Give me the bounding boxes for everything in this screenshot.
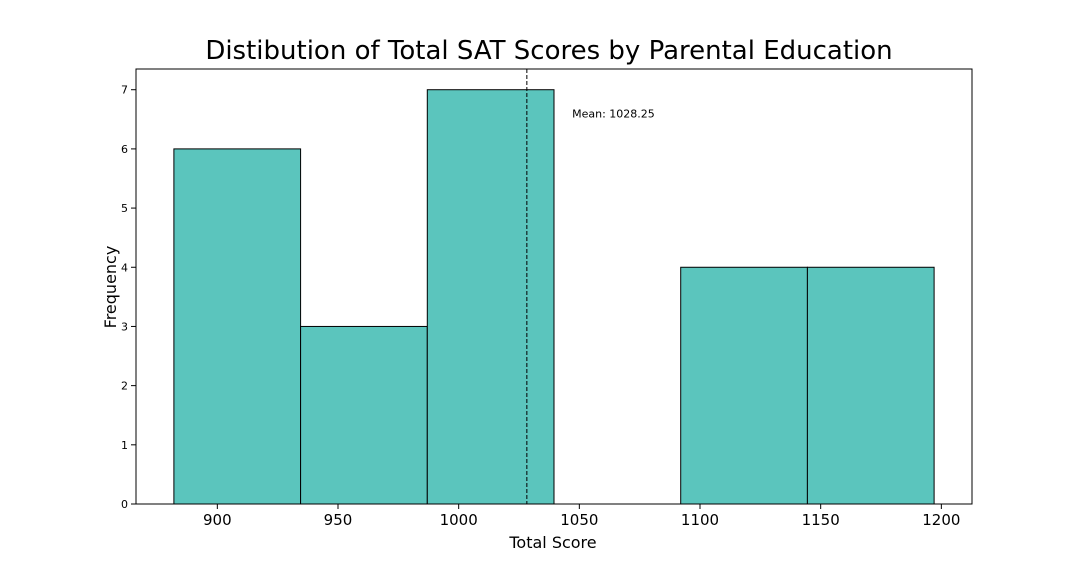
histogram-bar-1	[300, 325, 428, 505]
x-tick-label: 1200	[922, 511, 960, 529]
histogram-bar-4	[680, 266, 808, 505]
y-axis-label: Frequency	[101, 246, 120, 329]
chart-title: Distibution of Total SAT Scores by Paren…	[205, 36, 892, 66]
histogram-bar-0	[173, 148, 302, 505]
plot-area-frame	[135, 68, 973, 505]
y-tick-label: 3	[121, 320, 128, 333]
y-tick-label: 1	[121, 439, 128, 452]
mean-annotation: Mean: 1028.25	[572, 107, 655, 120]
histogram-bar-5	[806, 266, 935, 505]
bars-layer	[173, 89, 935, 505]
y-tick-label: 2	[121, 380, 128, 393]
x-tick-label: 1000	[440, 511, 478, 529]
x-tick-label: 900	[203, 511, 232, 529]
x-tick-label: 1050	[560, 511, 598, 529]
y-tick-label: 7	[121, 84, 128, 97]
histogram-bar-2	[426, 89, 555, 505]
y-tick-label: 5	[121, 202, 128, 215]
y-tick-label: 6	[121, 143, 128, 156]
y-tick-label: 4	[121, 261, 128, 274]
mean-layer: Mean: 1028.25	[526, 69, 655, 504]
y-tick-label: 0	[121, 498, 128, 511]
x-tick-label: 1100	[681, 511, 719, 529]
x-tick-label: 950	[324, 511, 353, 529]
x-axis: 900 950 1000 1050 1100 1150 1200	[203, 504, 960, 529]
x-tick-label: 1150	[802, 511, 840, 529]
x-axis-label: Total Score	[508, 533, 596, 552]
y-axis: 0 1 2 3 4 5 6 7	[121, 84, 136, 511]
